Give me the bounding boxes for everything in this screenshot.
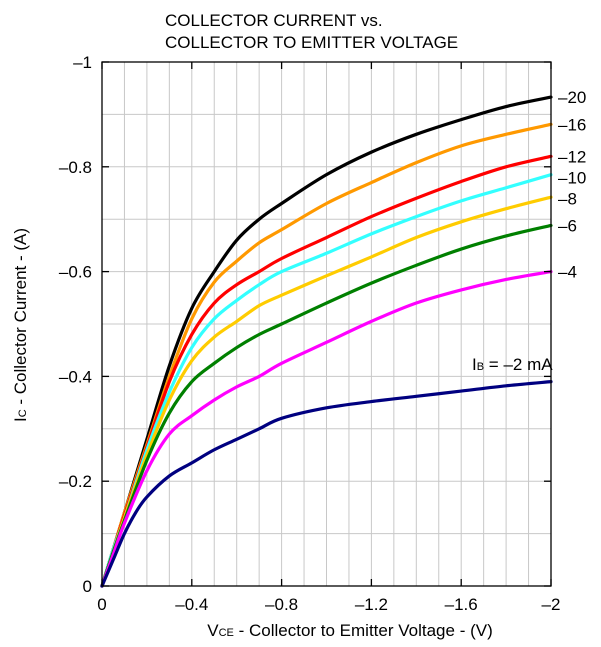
x-tick-label: –1.2: [355, 595, 388, 614]
series-lines: [100, 95, 553, 588]
x-tick-label: –1.6: [445, 595, 478, 614]
series-labels: –20 –16 –12 –10 –8 –6 –4: [558, 88, 586, 282]
x-tick-label: –0.8: [265, 595, 298, 614]
y-tick-label: –0.4: [59, 367, 92, 386]
x-tick-label: –2: [542, 595, 561, 614]
x-tick-label: –0.4: [175, 595, 208, 614]
x-axis-title: VCE - Collector to Emitter Voltage - (V): [207, 621, 493, 640]
y-tick-label: –0.6: [59, 263, 92, 282]
y-tick-label: 0: [83, 577, 92, 596]
series-label: –20: [558, 88, 586, 107]
x-tick-label: 0: [97, 595, 106, 614]
axis-ticks: 0 –0.4 –0.8 –1.2 –1.6 –2 0 –0.2 –0.4 –0.6 –0.8 –1: [59, 53, 561, 614]
y-tick-label: –0.8: [59, 158, 92, 177]
y-tick-label: –0.2: [59, 472, 92, 491]
curve-annotation-ib: IB = –2 mA: [472, 355, 553, 374]
chart-title-line-2: COLLECTOR TO EMITTER VOLTAGE: [165, 33, 458, 52]
plot-area-frame: [101, 61, 552, 587]
series-label: –6: [558, 217, 577, 236]
series-label: –12: [558, 147, 586, 166]
series-line-6: [100, 270, 553, 588]
series-label: –10: [558, 168, 586, 187]
chart-title-line-1: COLLECTOR CURRENT vs.: [165, 11, 383, 30]
grid: [102, 62, 551, 586]
series-label: –8: [558, 189, 577, 208]
series-line-5: [100, 223, 553, 588]
series-label: –16: [558, 115, 586, 134]
series-label: –4: [558, 263, 577, 282]
series-line-7: [100, 380, 553, 588]
y-axis-title: IC - Collector Current - (A): [11, 228, 30, 422]
chart-title: COLLECTOR CURRENT vs. COLLECTOR TO EMITT…: [165, 11, 458, 52]
y-tick-label: –1: [73, 53, 92, 72]
